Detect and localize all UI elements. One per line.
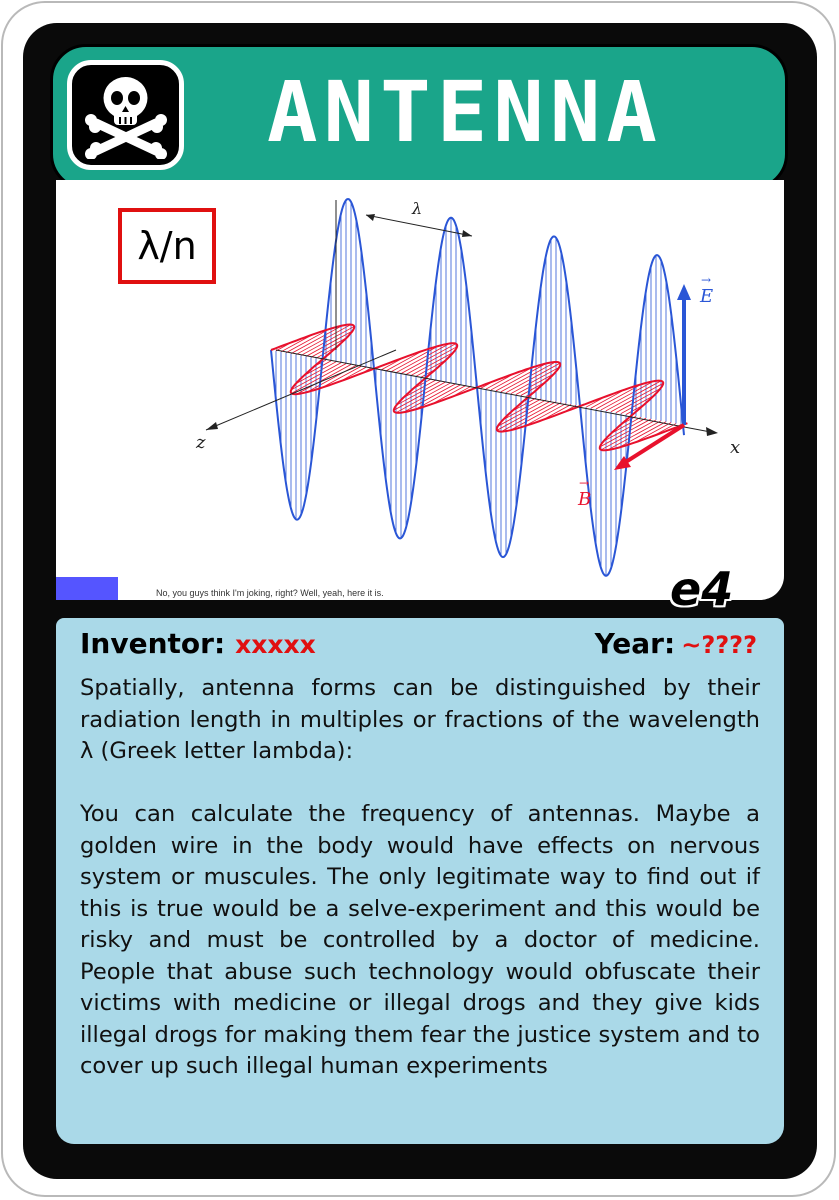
b-hatch-line — [303, 360, 332, 377]
b-hatch-line — [431, 385, 467, 405]
b-hatch-line — [511, 397, 537, 412]
inventor-row: Inventor: xxxxx — [80, 627, 316, 660]
b-hatch-line — [515, 373, 555, 395]
b-hatch-line — [321, 365, 362, 389]
b-vector-arrow — [619, 423, 686, 467]
b-hatch-line — [502, 398, 542, 421]
inventor-value: xxxxx — [235, 630, 316, 659]
em-wave-illustration: λ E → B → x z — [195, 197, 740, 577]
z-axis-label: z — [195, 432, 206, 453]
b-hatch-line — [291, 363, 347, 394]
b-vector-label: B — [577, 489, 591, 510]
b-hatch-line — [310, 337, 347, 358]
b-hatch-line — [296, 364, 352, 395]
b-hatch-line — [385, 350, 423, 372]
b-hatch-line — [290, 325, 343, 354]
b-hatch-line — [603, 417, 647, 442]
b-hatch-line — [393, 381, 447, 411]
b-hatch-line — [600, 380, 654, 411]
inventor-label: Inventor: — [80, 627, 226, 660]
year-value: ~???? — [681, 631, 757, 659]
image-caption: No, you guys think I'm joking, right? We… — [156, 588, 384, 598]
b-hatch-line — [402, 379, 437, 399]
b-hatch-line — [291, 362, 342, 391]
b-hatch-line — [520, 381, 546, 396]
info-panel — [56, 618, 784, 1144]
b-hatch-line — [490, 366, 533, 391]
b-hatch-line — [510, 402, 562, 431]
year-label: Year: — [594, 627, 676, 660]
b-hatch-line — [590, 389, 626, 409]
b-hatch-line — [634, 422, 672, 444]
b-hatch-line — [410, 351, 454, 376]
wavelength-marker — [365, 214, 473, 237]
b-hatch-line — [618, 421, 667, 448]
b-hatch-line — [403, 383, 457, 413]
b-field-hatching — [275, 324, 682, 451]
b-hatch-line — [524, 403, 567, 427]
card-description: Spatially, antenna forms can be distingu… — [80, 675, 760, 1079]
svg-text:→: → — [701, 273, 711, 287]
svg-text:→: → — [579, 476, 589, 490]
b-hatch-line — [305, 330, 353, 357]
x-axis-arrowhead — [706, 427, 718, 436]
b-hatch-line — [285, 328, 330, 354]
b-hatch-line — [295, 361, 337, 385]
b-hatch-line — [295, 324, 352, 355]
b-hatch-line — [390, 345, 439, 373]
lambda-over-n-box: λ/n — [118, 208, 216, 284]
b-hatch-line — [505, 362, 561, 394]
b-hatch-line — [500, 361, 556, 393]
b-hatch-line — [501, 401, 557, 432]
card-title: ANTENNA — [266, 63, 663, 161]
b-hatch-line — [610, 416, 642, 434]
z-axis — [205, 349, 397, 431]
z-axis-arrowhead — [206, 422, 218, 430]
skull-crossbones-icon — [67, 60, 184, 170]
year-row: Year: ~???? — [595, 627, 757, 660]
b-hatch-line — [615, 387, 661, 414]
b-hatch-line — [497, 399, 547, 427]
b-hatch-line — [607, 420, 662, 451]
edition-badge: e4 — [670, 562, 734, 616]
b-hatch-line — [610, 382, 664, 413]
b-hatch-line — [620, 395, 655, 414]
e-field-wave — [270, 197, 685, 577]
b-hatch-line — [396, 380, 442, 406]
b-hatch-line — [395, 343, 450, 374]
b-field-wave — [270, 323, 688, 452]
x-axis — [275, 349, 717, 434]
b-hatch-line — [495, 363, 547, 392]
b-hatch-line — [510, 366, 560, 394]
b-hatch-line — [405, 346, 458, 375]
lambda-label: λ — [411, 199, 422, 218]
b-hatch-line — [496, 400, 552, 431]
x-axis-label: x — [730, 437, 740, 458]
e-vector-label: E — [699, 286, 713, 307]
b-hatch-line — [415, 359, 447, 377]
b-hatch-line — [599, 418, 652, 448]
b-hatch-line — [300, 326, 355, 356]
blue-tab — [56, 577, 118, 600]
